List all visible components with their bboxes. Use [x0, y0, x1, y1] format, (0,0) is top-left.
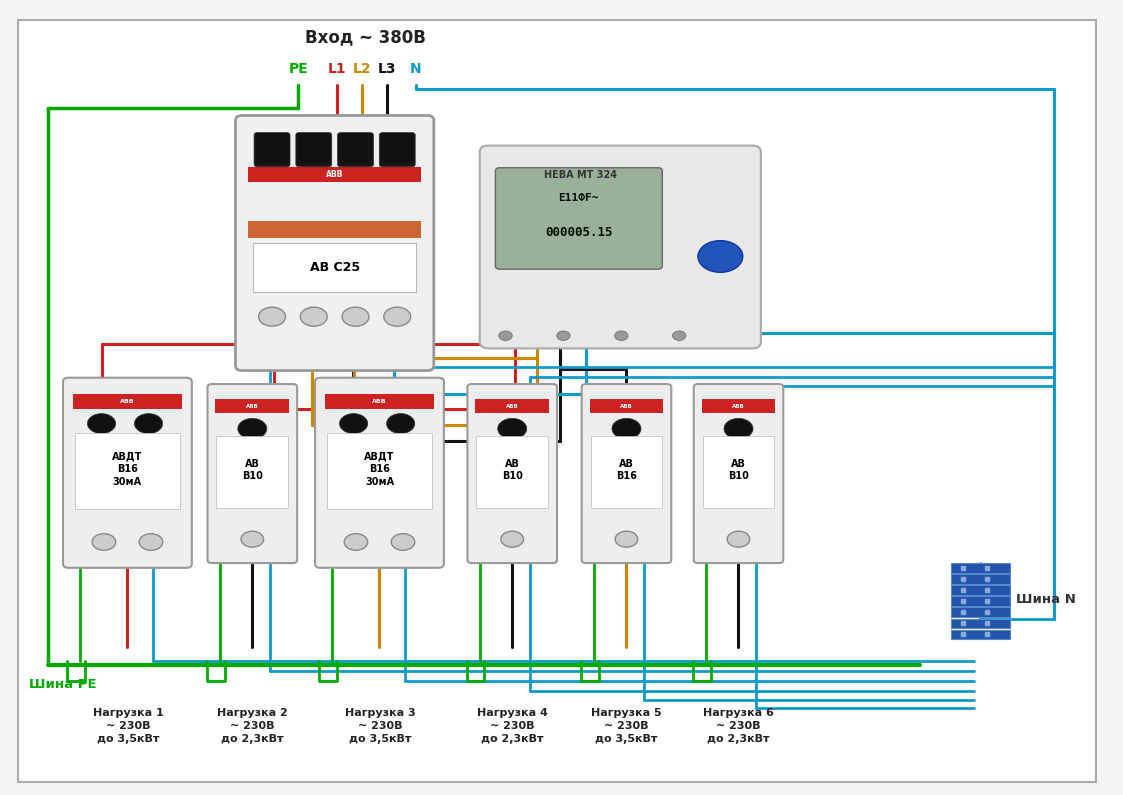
Text: Нагрузка 1
~ 230В
до 3,5кВт: Нагрузка 1 ~ 230В до 3,5кВт — [92, 708, 163, 744]
Bar — [254, 243, 416, 292]
Text: ABB: ABB — [326, 170, 344, 179]
Text: Нагрузка 3
~ 230В
до 3,5кВт: Нагрузка 3 ~ 230В до 3,5кВт — [345, 708, 416, 744]
Circle shape — [728, 531, 750, 547]
Bar — [951, 596, 1010, 606]
FancyBboxPatch shape — [295, 133, 331, 167]
Text: L2: L2 — [353, 62, 372, 76]
Text: Е11ФF~: Е11ФF~ — [558, 192, 599, 203]
Circle shape — [384, 307, 411, 326]
Circle shape — [612, 418, 641, 439]
FancyBboxPatch shape — [467, 384, 557, 563]
Text: Нагрузка 2
~ 230В
до 2,3кВт: Нагрузка 2 ~ 230В до 2,3кВт — [217, 708, 287, 744]
Bar — [217, 436, 289, 508]
FancyBboxPatch shape — [495, 168, 663, 270]
FancyBboxPatch shape — [694, 384, 784, 563]
Bar — [476, 436, 548, 508]
Text: ABB: ABB — [620, 404, 633, 409]
FancyBboxPatch shape — [380, 133, 416, 167]
Circle shape — [135, 413, 163, 433]
FancyBboxPatch shape — [316, 378, 444, 568]
Circle shape — [241, 531, 264, 547]
Bar — [951, 630, 1010, 639]
Text: АВ
В16: АВ В16 — [617, 459, 637, 481]
Bar — [951, 563, 1010, 572]
Bar — [591, 436, 663, 508]
Text: Шина РЕ: Шина РЕ — [29, 678, 97, 691]
Text: Шина N: Шина N — [1016, 593, 1076, 606]
Circle shape — [139, 533, 163, 550]
Text: АВ
В10: АВ В10 — [241, 459, 263, 481]
Bar — [73, 394, 182, 409]
Text: АВДТ
В16
30мА: АВДТ В16 30мА — [112, 452, 143, 487]
Circle shape — [391, 533, 414, 550]
Circle shape — [238, 418, 267, 439]
Bar — [475, 399, 549, 413]
Bar — [951, 607, 1010, 617]
Text: АВ
В10: АВ В10 — [502, 459, 522, 481]
FancyBboxPatch shape — [582, 384, 672, 563]
Text: НЕВА МТ 324: НЕВА МТ 324 — [545, 169, 618, 180]
Text: Нагрузка 5
~ 230В
до 3,5кВт: Нагрузка 5 ~ 230В до 3,5кВт — [591, 708, 661, 744]
Bar — [951, 619, 1010, 628]
FancyBboxPatch shape — [236, 115, 433, 370]
Bar — [328, 432, 431, 510]
Circle shape — [557, 331, 570, 340]
Circle shape — [724, 418, 754, 439]
FancyBboxPatch shape — [63, 378, 192, 568]
Text: PE: PE — [289, 62, 308, 76]
Circle shape — [339, 413, 367, 433]
Bar — [248, 167, 421, 181]
Text: Нагрузка 4
~ 230В
до 2,3кВт: Нагрузка 4 ~ 230В до 2,3кВт — [477, 708, 548, 744]
Text: L3: L3 — [377, 62, 396, 76]
Circle shape — [673, 331, 686, 340]
Text: 000005.15: 000005.15 — [545, 227, 613, 239]
Text: ABB: ABB — [246, 404, 258, 409]
Circle shape — [615, 531, 638, 547]
FancyBboxPatch shape — [338, 133, 374, 167]
Circle shape — [92, 533, 116, 550]
Circle shape — [614, 331, 628, 340]
FancyBboxPatch shape — [254, 133, 290, 167]
Bar — [590, 399, 664, 413]
Text: ABB: ABB — [372, 399, 386, 404]
Bar — [216, 399, 290, 413]
Circle shape — [697, 241, 742, 273]
Text: АВДТ
В16
30мА: АВДТ В16 30мА — [364, 452, 394, 487]
Circle shape — [497, 418, 527, 439]
Text: ABB: ABB — [732, 404, 745, 409]
FancyBboxPatch shape — [208, 384, 298, 563]
Circle shape — [343, 307, 369, 326]
Circle shape — [386, 413, 414, 433]
Text: АВ С25: АВ С25 — [310, 261, 359, 274]
Text: АВ
В10: АВ В10 — [728, 459, 749, 481]
Circle shape — [501, 531, 523, 547]
Bar — [702, 399, 776, 413]
Circle shape — [300, 307, 327, 326]
Bar — [951, 574, 1010, 584]
Text: N: N — [410, 62, 421, 76]
Bar — [326, 394, 433, 409]
FancyBboxPatch shape — [480, 145, 761, 348]
Text: L1: L1 — [328, 62, 347, 76]
Circle shape — [258, 307, 285, 326]
Text: Вход ~ 380В: Вход ~ 380В — [305, 28, 426, 46]
Bar — [703, 436, 775, 508]
Text: ABB: ABB — [120, 399, 135, 404]
Bar — [248, 221, 421, 238]
Circle shape — [88, 413, 116, 433]
Circle shape — [499, 331, 512, 340]
Circle shape — [344, 533, 367, 550]
Bar — [75, 432, 180, 510]
Text: Нагрузка 6
~ 230В
до 2,3кВт: Нагрузка 6 ~ 230В до 2,3кВт — [703, 708, 774, 744]
Bar — [951, 585, 1010, 595]
Text: ABB: ABB — [505, 404, 519, 409]
